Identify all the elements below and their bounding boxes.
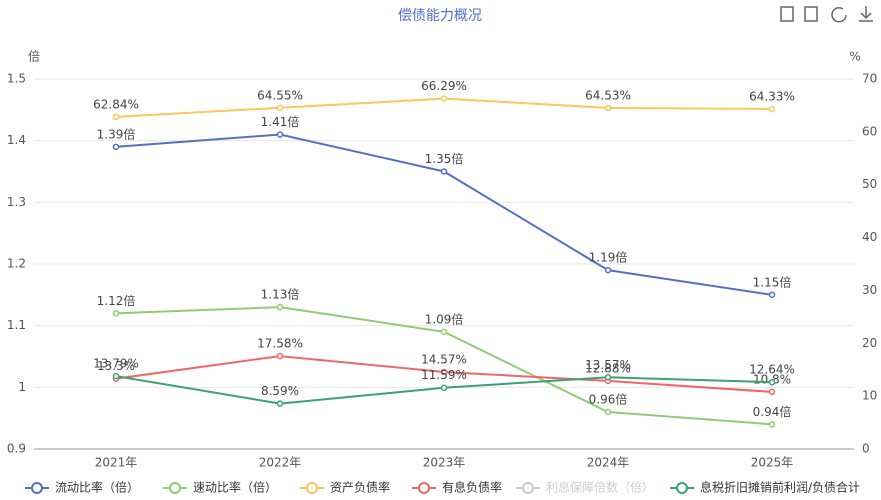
data-label: 1.35倍 (425, 151, 464, 166)
y-tick-label: 1.1 (7, 318, 26, 332)
y-tick-label: 0.9 (7, 442, 26, 456)
data-label: 8.59% (261, 384, 299, 398)
legend-label[interactable]: 息税折旧摊销前利润/负债合计 (700, 480, 860, 495)
data-point (604, 374, 612, 381)
data-point (112, 113, 120, 121)
legend-label[interactable]: 有息负债率 (442, 480, 502, 495)
refresh-icon[interactable] (831, 7, 847, 23)
legend-label[interactable]: 流动比率（倍） (55, 480, 139, 495)
download-icon[interactable] (859, 6, 873, 22)
legend-label[interactable]: 利息保障倍数（倍） (546, 480, 654, 495)
y2-tick-label: 10 (862, 389, 877, 403)
data-point (604, 408, 612, 416)
data-label: 11.59% (421, 368, 467, 382)
data-label: 12.88% (585, 361, 631, 375)
data-label: 64.55% (257, 88, 303, 102)
data-label: 13.79% (93, 357, 139, 371)
y2-tick-label: 70 (862, 72, 877, 86)
y2-tick-label: 0 (862, 442, 870, 456)
data-label: 1.41倍 (261, 114, 300, 129)
data-point (440, 384, 448, 391)
data-point (768, 378, 776, 386)
data-point (604, 266, 612, 274)
y2-tick-label: 50 (862, 177, 877, 191)
data-label: 1.09倍 (425, 311, 464, 326)
y-tick-label: 1.3 (7, 195, 26, 209)
data-point (768, 388, 776, 396)
data-label: 1.15倍 (753, 274, 792, 289)
data-point (276, 352, 284, 360)
x-tick-label: 2022年 (259, 456, 302, 470)
data-point (112, 310, 120, 317)
data-label: 14.57% (421, 352, 467, 366)
data-point (768, 291, 776, 299)
y-tick-label: 1 (18, 380, 26, 394)
y2-tick-label: 60 (862, 124, 877, 138)
toolbar[interactable] (780, 6, 873, 23)
data-label: 12.64% (749, 363, 795, 377)
y2-axis-unit: % (849, 50, 860, 64)
data-label: 0.94倍 (753, 404, 792, 419)
data-point (112, 143, 120, 151)
data-point (112, 372, 120, 380)
data-point (604, 104, 612, 112)
x-tick-label: 2023年 (423, 456, 466, 470)
x-tick-label: 2025年 (751, 456, 794, 470)
data-label: 66.29% (421, 79, 467, 93)
data-point (768, 421, 776, 428)
y-axis-unit: 倍 (28, 49, 40, 64)
y2-tick-label: 40 (862, 230, 877, 244)
zoom-icon[interactable] (804, 6, 818, 22)
legend-marker (169, 482, 181, 494)
legend-label[interactable]: 速动比率（倍） (193, 480, 277, 495)
chart-title: 偿债能力概况 (398, 8, 482, 24)
data-label: 1.19倍 (589, 250, 628, 265)
legend-marker (676, 482, 688, 494)
data-label: 62.84% (93, 97, 139, 111)
data-label: 17.58% (257, 337, 303, 351)
data-point (276, 131, 284, 138)
data-label: 1.39倍 (97, 126, 136, 141)
x-tick-label: 2024年 (587, 456, 630, 470)
y-tick-label: 1.2 (7, 257, 26, 271)
data-label: 0.96倍 (589, 392, 628, 407)
data-point (440, 95, 448, 102)
data-label: 13.57% (585, 358, 631, 372)
data-label: 1.13倍 (261, 287, 300, 302)
y2-tick-label: 20 (862, 336, 877, 350)
y-tick-label: 1.4 (7, 133, 26, 147)
data-label: 1.12倍 (97, 293, 136, 308)
x-tick-label: 2021年 (95, 456, 138, 470)
legend-marker (418, 482, 430, 494)
data-point (440, 328, 448, 336)
data-label: 13.3% (97, 359, 135, 373)
data-label: 64.53% (585, 88, 631, 102)
data-point (768, 105, 776, 113)
data-point (276, 303, 284, 311)
legend-marker (522, 482, 534, 494)
data-label: 64.33% (749, 89, 795, 103)
y2-tick-label: 30 (862, 283, 877, 297)
data-point (276, 104, 284, 112)
data-point (440, 168, 448, 175)
table-icon[interactable] (780, 6, 794, 22)
legend-label[interactable]: 资产负债率 (330, 480, 390, 495)
y-tick-label: 1.5 (7, 72, 26, 86)
data-point (276, 400, 284, 407)
data-point (440, 368, 448, 376)
legend-marker (306, 482, 318, 494)
legend-marker (31, 482, 43, 494)
